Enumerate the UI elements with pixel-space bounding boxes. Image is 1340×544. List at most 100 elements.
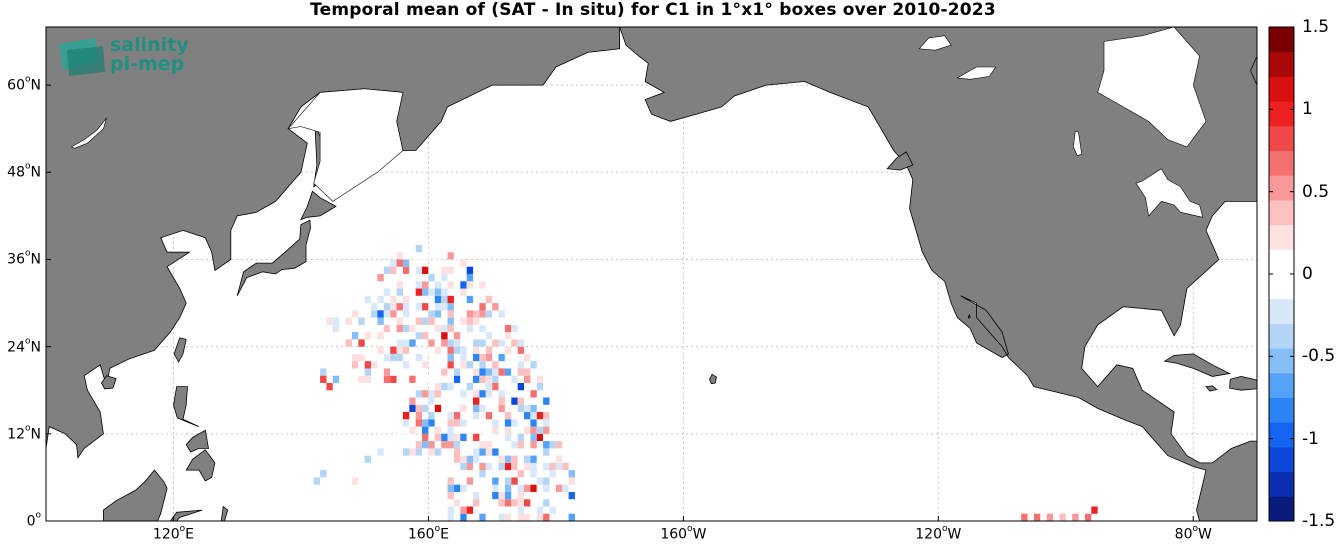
data-cell	[441, 368, 448, 376]
data-cell	[536, 462, 544, 471]
data-cell	[396, 303, 403, 311]
data-cell	[530, 470, 537, 478]
data-cell	[504, 433, 512, 442]
data-cell	[409, 419, 416, 427]
data-cell	[485, 433, 493, 442]
data-cell	[358, 361, 365, 369]
data-cell	[434, 346, 442, 354]
data-cell	[485, 295, 493, 304]
colorbar-segment	[1269, 323, 1294, 349]
data-cell	[511, 506, 518, 514]
data-cell	[434, 448, 442, 456]
data-cell	[390, 266, 397, 274]
data-cell	[358, 324, 365, 333]
alaska-north-america-landmass	[619, 26, 1258, 522]
data-cell	[383, 303, 391, 311]
data-cell	[402, 353, 410, 362]
data-cell	[517, 346, 525, 354]
data-cell	[447, 339, 454, 347]
data-cell	[390, 324, 397, 333]
data-cell	[441, 346, 448, 354]
data-cell	[530, 368, 537, 376]
data-cell	[434, 390, 442, 398]
data-cell	[524, 513, 531, 521]
data-cell	[530, 455, 537, 463]
data-cell	[460, 288, 467, 296]
data-cell	[498, 426, 505, 434]
data-cell	[396, 339, 403, 347]
data-cell	[434, 266, 442, 274]
data-cell	[466, 346, 474, 354]
data-cell	[415, 404, 423, 413]
data-cell	[460, 361, 467, 369]
data-cell	[415, 390, 423, 398]
data-cell	[415, 303, 423, 311]
data-cell	[498, 462, 505, 471]
data-cell	[511, 513, 518, 521]
data-cell	[517, 332, 525, 340]
data-cell	[422, 317, 429, 325]
data-cell	[422, 419, 429, 427]
data-cell	[555, 462, 563, 471]
data-cell	[428, 274, 435, 282]
data-cell	[530, 433, 537, 442]
data-cell	[498, 491, 505, 500]
data-cell	[492, 303, 499, 311]
data-cell	[498, 404, 505, 413]
data-cell	[517, 339, 525, 347]
data-cell	[568, 477, 575, 485]
x-tick-label: 160oW	[660, 524, 707, 543]
data-cell	[428, 419, 435, 427]
data-cell	[377, 448, 384, 456]
data-cell	[447, 419, 454, 427]
data-cell	[473, 324, 480, 333]
colorbar-tick-label: -1.5	[1302, 511, 1336, 531]
data-cell	[453, 412, 461, 420]
great-slave-lake	[956, 66, 997, 80]
data-cell	[511, 339, 518, 347]
data-cell	[479, 368, 486, 376]
data-cell	[473, 375, 480, 383]
data-cell	[441, 332, 448, 340]
data-cell	[441, 397, 448, 405]
data-cell	[415, 252, 423, 260]
data-cell	[383, 375, 391, 383]
colorbar-segment	[1269, 249, 1294, 275]
data-cell	[396, 281, 403, 289]
data-cell	[460, 455, 467, 463]
data-cell	[504, 499, 512, 507]
data-cell	[441, 412, 448, 420]
data-cell	[517, 506, 525, 514]
data-cell	[428, 390, 435, 398]
data-cell	[460, 484, 467, 492]
data-cell	[377, 346, 384, 354]
data-cell	[377, 324, 384, 333]
data-cell	[1021, 513, 1028, 521]
data-cell	[473, 288, 480, 296]
data-cell	[530, 484, 537, 492]
data-cell	[402, 419, 410, 427]
data-cell	[396, 259, 403, 267]
data-cell	[498, 317, 505, 325]
data-cell	[422, 244, 429, 253]
data-cell	[390, 346, 397, 354]
data-cell	[485, 346, 493, 354]
data-cell	[428, 448, 435, 456]
data-cell	[524, 419, 531, 427]
data-cell	[466, 419, 474, 427]
data-cell	[504, 368, 512, 376]
data-cell	[460, 317, 467, 325]
data-cell	[441, 433, 448, 442]
data-cell	[441, 361, 448, 369]
colorbar-tick-label: -0.5	[1302, 346, 1336, 367]
data-cell	[428, 332, 435, 340]
data-cell	[447, 455, 454, 463]
data-cell	[447, 491, 454, 500]
data-cell	[428, 266, 435, 274]
data-cell	[492, 477, 499, 485]
data-cell	[485, 390, 493, 398]
data-cell	[549, 506, 556, 514]
data-cell	[524, 484, 531, 492]
data-cell	[492, 448, 499, 456]
data-cell	[466, 324, 474, 333]
